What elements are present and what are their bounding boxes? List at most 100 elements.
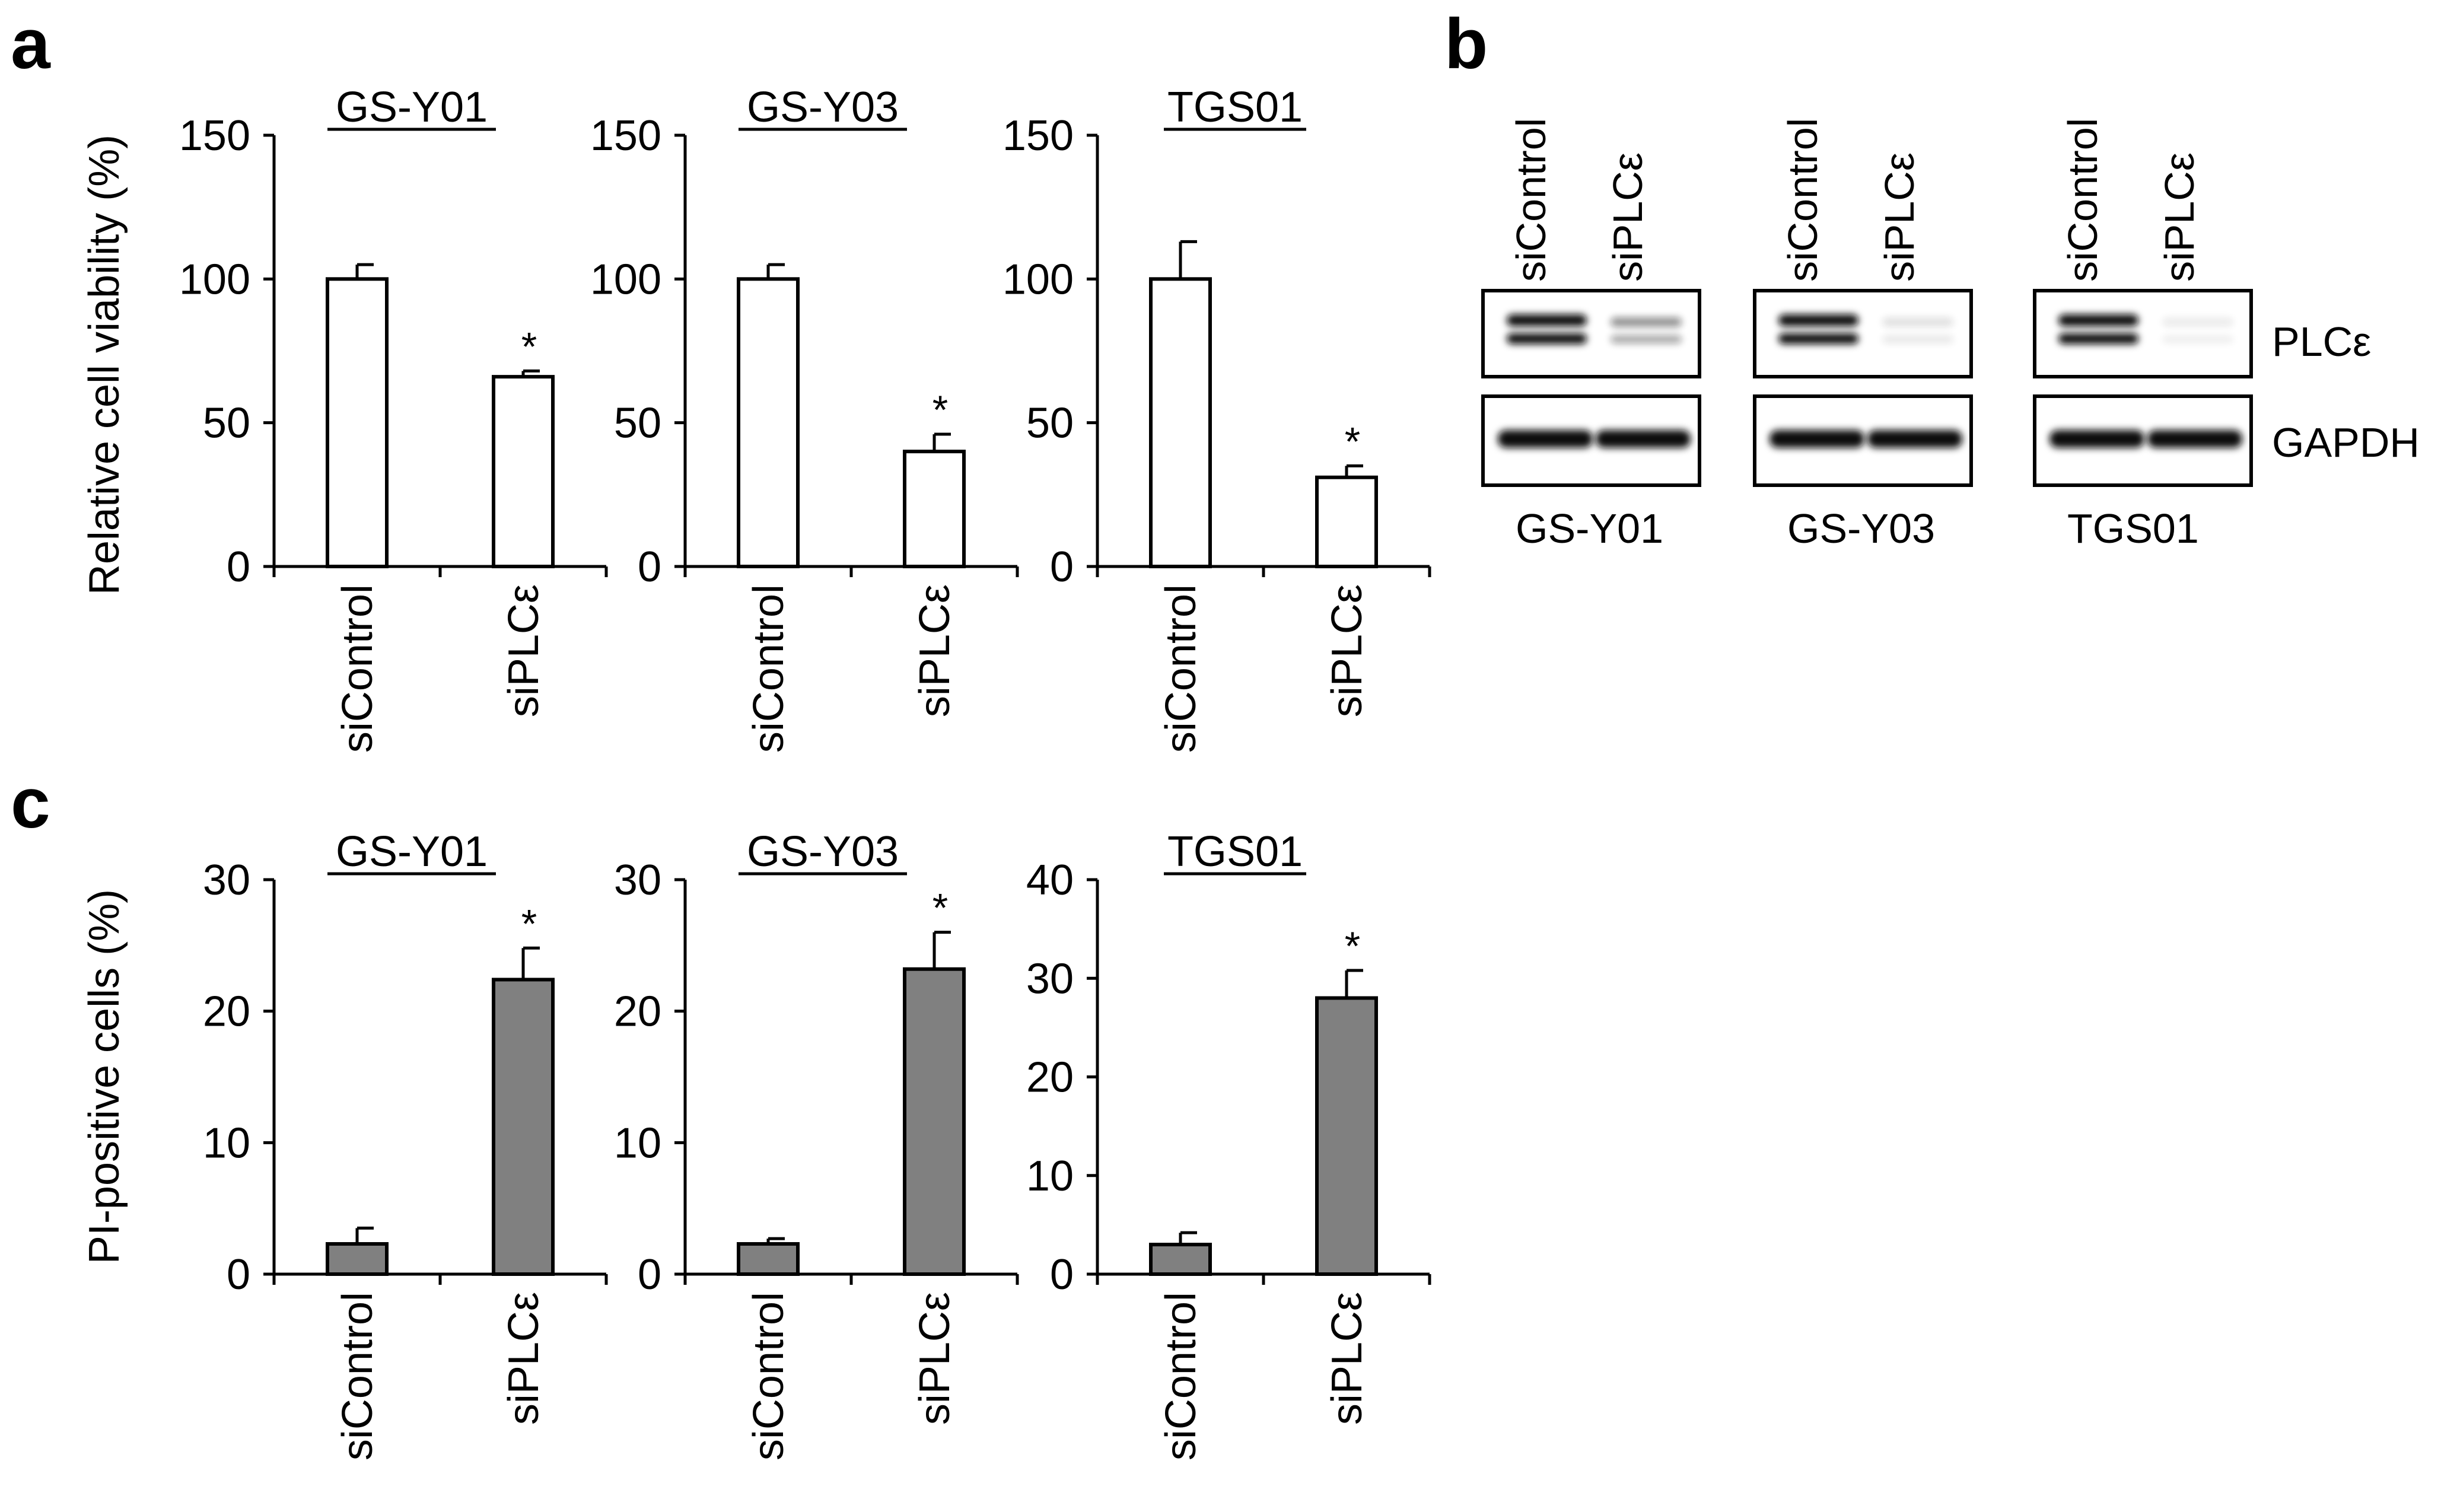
lane-label: siPLCε <box>1876 152 1923 282</box>
band-plce-knockdown-lower <box>1611 335 1682 343</box>
chart-a-1: 0 50 100 150 GS-Y01 siControl * siPLCε <box>179 84 608 753</box>
y-tick-label: 20 <box>614 988 661 1036</box>
panel-label-a: a <box>11 4 51 84</box>
y-tick-label: 10 <box>203 1119 250 1167</box>
band-plce-knockdown-upper <box>1882 317 1953 327</box>
western-blots: siControl siPLCε GS-Y01 siControl siPLCε GS-Y… <box>1481 118 2420 552</box>
x-category-label: siControl <box>334 584 381 753</box>
y-tick-label: 30 <box>1026 955 1074 1002</box>
bar-siPLCε <box>1315 996 1378 1276</box>
band-gapdh-knockdown <box>1596 430 1691 448</box>
y-tick-label: 100 <box>179 256 250 303</box>
band-plce-knockdown-lower <box>2162 335 2233 343</box>
x-category-label: siPLCε <box>500 584 548 717</box>
bar-siPLCε <box>1315 475 1378 569</box>
bar-siControl <box>326 277 389 568</box>
lane-label: siPLCε <box>1605 152 1651 282</box>
protein-label-plce: PLCε <box>2272 319 2371 365</box>
blot-GS-Y03: siControl siPLCε GS-Y03 <box>1753 118 1973 552</box>
y-tick-label: 50 <box>1026 400 1074 447</box>
x-category-label: siControl <box>745 584 793 753</box>
x-category-label: siControl <box>745 1292 793 1460</box>
cell-line-label: GS-Y03 <box>1787 505 1935 552</box>
chart-title: GS-Y01 <box>336 828 488 876</box>
blot-TGS01: siControl siPLCε TGS01 <box>2033 118 2253 552</box>
chart-a-3: 0 50 100 150 TGS01 siControl * siPLCε <box>1002 84 1431 753</box>
x-category-label: siPLCε <box>911 584 959 717</box>
band-plce-control-lower <box>1778 333 1858 344</box>
y-tick-label: 0 <box>638 1251 661 1298</box>
y-tick-label: 0 <box>638 543 661 591</box>
chart-title: GS-Y01 <box>336 84 488 131</box>
band-gapdh-knockdown <box>1867 430 1962 448</box>
band-plce-control-upper <box>1507 314 1587 326</box>
band-gapdh-knockdown <box>2147 430 2242 448</box>
band-gapdh-control <box>1498 430 1593 448</box>
panel-label-b: b <box>1444 4 1488 84</box>
bar-siControl <box>737 1242 800 1276</box>
y-tick-label: 0 <box>1050 543 1074 591</box>
x-category-label: siPLCε <box>1323 584 1371 717</box>
bar-charts: 050100150GS-Y01siControl*siPLCε050100150… <box>179 84 1431 1460</box>
y-tick-label: 150 <box>1002 112 1074 160</box>
x-category-label: siPLCε <box>911 1292 959 1425</box>
band-plce-knockdown-upper <box>2162 317 2233 327</box>
cell-line-label: GS-Y01 <box>1516 505 1663 552</box>
y-tick-label: 30 <box>614 857 661 904</box>
band-plce-knockdown-upper <box>1611 317 1682 327</box>
y-tick-label: 150 <box>179 112 250 160</box>
lane-label: siControl <box>1780 118 1826 282</box>
bar-siPLCε <box>903 967 966 1276</box>
lane-label: siControl <box>2060 118 2106 282</box>
y-tick-label: 100 <box>590 256 661 303</box>
protein-label-gapdh: GAPDH <box>2272 419 2420 466</box>
bar-siPLCε <box>903 450 966 569</box>
y-axis-label-c: PI-positive cells (%) <box>81 889 128 1264</box>
chart-a-2: 0 50 100 150 GS-Y03 siControl * siPLCε <box>590 84 1019 753</box>
bar-siControl <box>1149 277 1212 568</box>
chart-title: TGS01 <box>1167 84 1303 131</box>
bar-siControl <box>1149 1243 1212 1276</box>
y-tick-label: 0 <box>227 1251 250 1298</box>
y-tick-label: 0 <box>227 543 250 591</box>
y-tick-label: 50 <box>614 400 661 447</box>
band-gapdh-control <box>1769 430 1864 448</box>
chart-c-2: 0 10 20 30 GS-Y03 siControl * siPLCε <box>614 828 1019 1460</box>
y-tick-label: 150 <box>590 112 661 160</box>
band-plce-control-upper <box>1778 314 1858 326</box>
x-category-label: siControl <box>1157 584 1205 753</box>
significance-marker: * <box>1345 924 1360 969</box>
band-plce-control-upper <box>2058 314 2138 326</box>
band-plce-knockdown-lower <box>1882 335 1953 343</box>
band-plce-control-lower <box>1507 333 1587 344</box>
lane-label: siControl <box>1508 118 1554 282</box>
chart-c-3: 0 10 20 30 40 TGS01 siControl * siPLCε <box>1026 828 1431 1460</box>
x-category-label: siPLCε <box>1323 1292 1371 1425</box>
x-category-label: siPLCε <box>500 1292 548 1425</box>
panel-label-c: c <box>11 763 50 843</box>
significance-marker: * <box>1345 419 1360 464</box>
y-tick-label: 40 <box>1026 857 1074 904</box>
cell-line-label: TGS01 <box>2067 505 2199 552</box>
y-tick-label: 30 <box>203 857 250 904</box>
bar-siPLCε <box>492 978 555 1276</box>
y-tick-label: 0 <box>1050 1251 1074 1298</box>
y-tick-label: 10 <box>614 1119 661 1167</box>
chart-title: GS-Y03 <box>747 828 899 876</box>
significance-marker: * <box>932 886 948 931</box>
bar-siControl <box>737 277 800 568</box>
bar-siPLCε <box>492 375 555 568</box>
significance-marker: * <box>932 387 948 432</box>
band-plce-control-lower <box>2058 333 2138 344</box>
y-tick-label: 20 <box>1026 1054 1074 1102</box>
y-tick-label: 10 <box>1026 1153 1074 1200</box>
x-category-label: siControl <box>1157 1292 1205 1460</box>
blot-GS-Y01: siControl siPLCε GS-Y01 <box>1481 118 1701 552</box>
bar-siControl <box>326 1242 389 1276</box>
y-tick-label: 50 <box>203 400 250 447</box>
chart-c-1: 0 10 20 30 GS-Y01 siControl * siPLCε <box>203 828 608 1460</box>
y-tick-label: 20 <box>203 988 250 1036</box>
chart-title: TGS01 <box>1167 828 1303 876</box>
band-gapdh-control <box>2049 430 2144 448</box>
